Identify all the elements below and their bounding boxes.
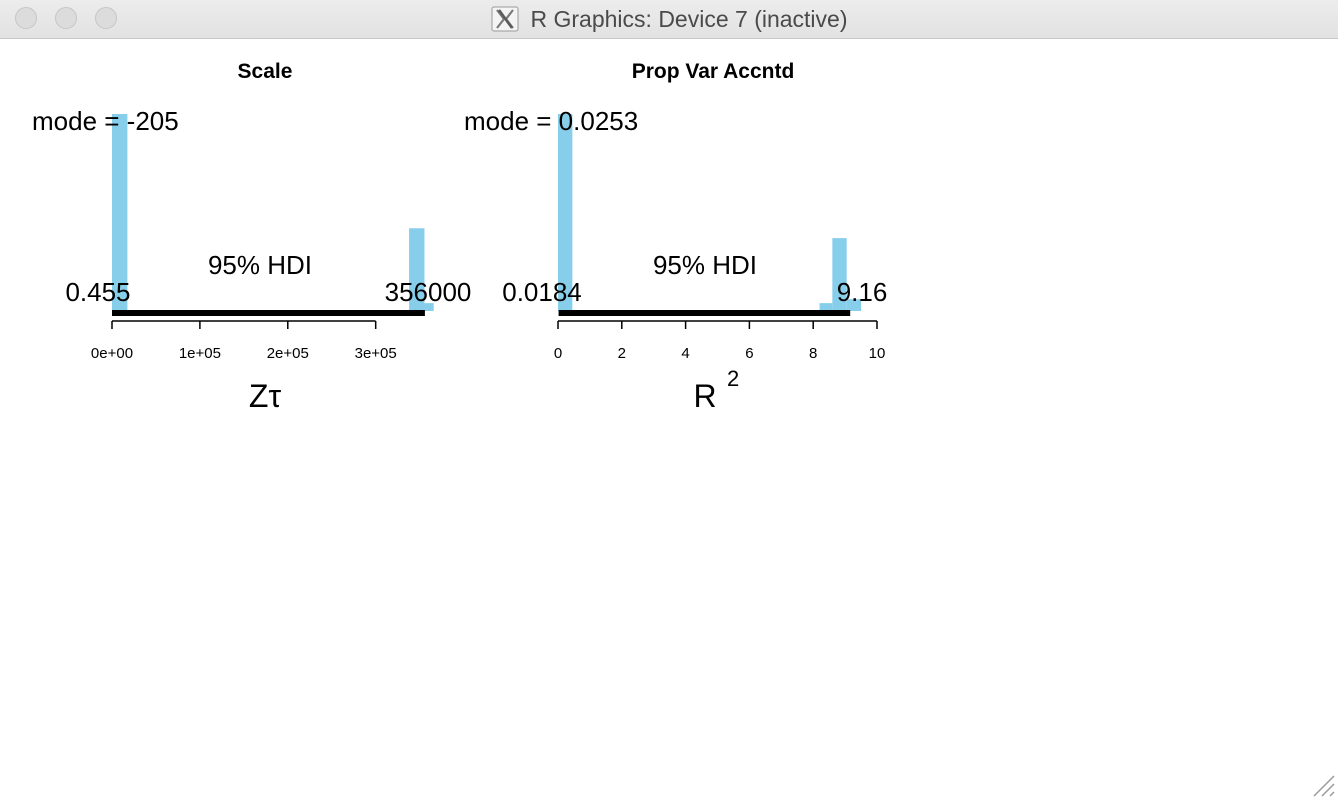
hdi-low-label: 0.0184 — [502, 277, 582, 307]
chart-title: Scale — [238, 60, 293, 83]
histogram-bar-4 — [846, 299, 862, 311]
close-window-button[interactable] — [15, 7, 37, 29]
x-axis-label: R — [693, 378, 716, 414]
hdi-caption: 95% HDI — [208, 250, 312, 280]
hdi-high-label: 356000 — [385, 277, 472, 307]
resize-grip-icon[interactable] — [1310, 772, 1336, 798]
histogram-bar-3 — [832, 238, 847, 311]
histogram-bar-3 — [424, 303, 434, 311]
x-tick-label: 0e+00 — [91, 345, 133, 362]
x11-icon — [491, 6, 518, 32]
x-tick-label: 2e+05 — [267, 345, 309, 362]
maximize-window-button[interactable] — [95, 7, 117, 29]
x-tick-label: 0 — [554, 345, 562, 362]
x-tick-label: 1e+05 — [179, 345, 221, 362]
x-tick-label: 8 — [809, 345, 817, 362]
title-group: R Graphics: Device 7 (inactive) — [0, 0, 1338, 38]
histogram-bar-2 — [409, 228, 425, 311]
histogram-bar-1 — [112, 114, 128, 311]
hdi-caption: 95% HDI — [653, 250, 757, 280]
x-tick-label: 4 — [681, 345, 689, 362]
mode-label: mode = -205 — [32, 106, 179, 136]
hdi-high-label: 9.16 — [837, 277, 888, 307]
histogram-bar-2 — [819, 303, 833, 311]
histogram-bar-1 — [558, 114, 573, 311]
window-title: R Graphics: Device 7 (inactive) — [530, 5, 848, 32]
window-titlebar[interactable]: R Graphics: Device 7 (inactive) — [0, 0, 1338, 39]
hdi-low-label: 0.455 — [65, 277, 130, 307]
x-tick-label: 2 — [618, 345, 626, 362]
x-tick-label: 3e+05 — [355, 345, 397, 362]
x-axis-label-superscript: 2 — [727, 366, 739, 391]
minimize-window-button[interactable] — [55, 7, 77, 29]
x-axis-label: Zτ — [249, 378, 282, 414]
x-tick-label: 10 — [869, 345, 886, 362]
plot-area: 0e+00 1e+05 2e+05 3e+05 Scale mode = -205 95% … — [32, 60, 888, 414]
x-tick-label: 6 — [745, 345, 753, 362]
mode-label: mode = 0.0253 — [464, 106, 638, 136]
chart-title: Prop Var Accntd — [632, 60, 795, 83]
